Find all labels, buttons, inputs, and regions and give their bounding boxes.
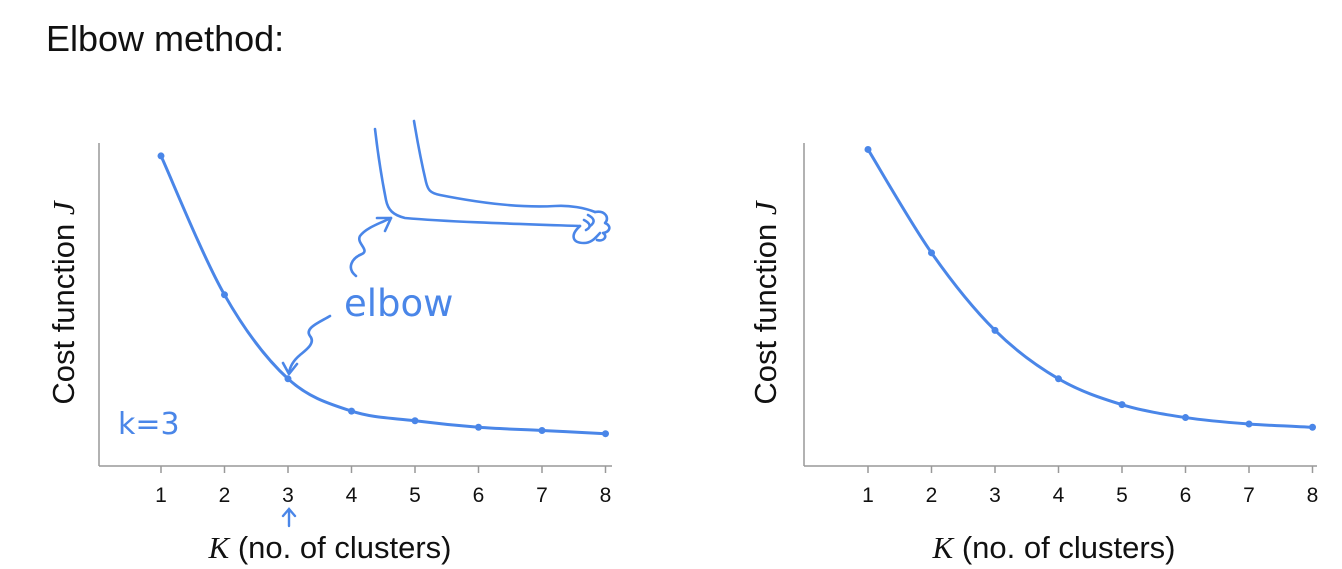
- x-tick-label: 5: [409, 484, 421, 507]
- x-tick-labels: 1 2 3 4 5 6 7 8: [155, 484, 611, 507]
- x-tick-label: 7: [1243, 484, 1255, 507]
- data-point: [284, 375, 292, 383]
- x-tick-labels: 1 2 3 4 5 6 7 8: [862, 484, 1318, 507]
- x-ticks: [160, 466, 607, 473]
- data-point: [1118, 401, 1126, 409]
- data-point: [157, 152, 165, 160]
- data-point: [991, 326, 999, 334]
- x-tick-label: 4: [346, 484, 358, 507]
- y-axis-label: Cost function J: [46, 200, 81, 405]
- elbow-label: elbow: [344, 282, 453, 325]
- data-point: [1245, 420, 1253, 428]
- x-tick-label: 8: [1307, 484, 1319, 507]
- data-point: [348, 407, 355, 415]
- data-point: [1055, 375, 1062, 383]
- x-tick-label: 6: [1180, 484, 1192, 507]
- x-axis-label: K (no. of clusters): [932, 530, 1176, 565]
- x-tick-label: 3: [282, 484, 294, 507]
- data-point: [411, 417, 419, 425]
- page-title: Elbow method:: [46, 18, 285, 59]
- y-axis-label: Cost function J: [748, 200, 783, 405]
- data-point: [1309, 423, 1316, 431]
- x-tick-label: 5: [1116, 484, 1128, 507]
- cost-curve: [866, 147, 1314, 429]
- cost-chart: 1 2 3 4 5 6 7 8 Cost function J K (no. of clust…: [748, 143, 1318, 565]
- x-ticks: [867, 466, 1314, 473]
- data-point: [1182, 414, 1189, 422]
- data-points: [864, 145, 1316, 431]
- elbow-chart: 1 2 3 4 5 6 7 8 Cost function J K (no. of clust…: [46, 119, 612, 565]
- x-tick-label: 6: [473, 484, 485, 507]
- data-point: [602, 430, 609, 438]
- x-tick-label: 2: [219, 484, 231, 507]
- k-annotation: k=3: [118, 407, 180, 442]
- k3-up-arrow: [281, 507, 297, 528]
- elbow-arrow: [281, 314, 332, 376]
- data-point: [928, 249, 935, 257]
- x-tick-label: 3: [989, 484, 1001, 507]
- data-point: [538, 426, 546, 434]
- data-point: [864, 145, 872, 153]
- x-tick-label: 1: [862, 484, 874, 507]
- x-tick-label: 7: [536, 484, 548, 507]
- x-tick-label: 2: [926, 484, 938, 507]
- x-tick-label: 4: [1053, 484, 1065, 507]
- x-tick-label: 1: [155, 484, 167, 507]
- x-axis-label: K (no. of clusters): [208, 530, 452, 565]
- x-tick-label: 8: [600, 484, 612, 507]
- data-point: [221, 291, 228, 299]
- arm-arrow: [349, 216, 393, 278]
- arm-drawing: [373, 119, 611, 245]
- data-point: [475, 423, 482, 431]
- data-points: [157, 152, 609, 438]
